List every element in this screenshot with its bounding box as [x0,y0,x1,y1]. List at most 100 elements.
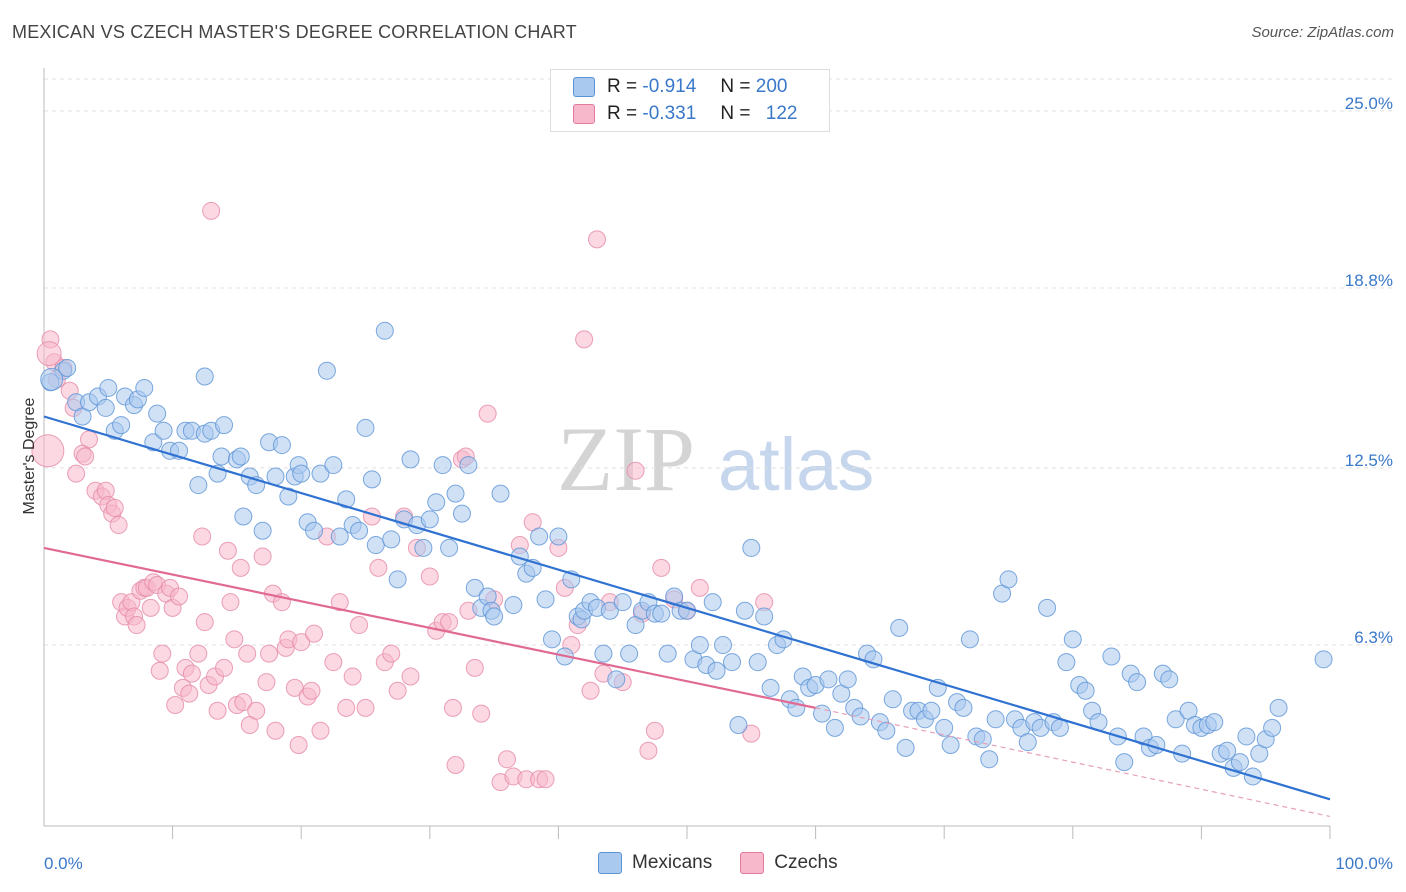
czech-point [289,736,308,755]
legend-row-mexicans: R = -0.914 N = 200 [573,75,787,99]
czech-point [208,701,227,720]
mexican-point [362,470,381,489]
watermark: ZIP atlas [557,408,874,510]
mexican-point [375,321,394,340]
mexican-point [941,736,960,755]
mexican-point [452,504,471,523]
legend-r-value-mexicans: -0.914 [642,76,697,97]
mexican-point [1205,713,1224,732]
bottom-legend-label-czechs: Czechs [774,852,838,873]
czech-point [388,681,407,700]
czech-point [180,684,199,703]
mexican-point [935,718,954,737]
czech-point [153,644,172,663]
mexican-point [215,416,234,435]
watermark-atlas: atlas [718,423,874,506]
legend-n-value-czechs: 122 [765,103,798,124]
czech-point [257,673,276,692]
czech-point [150,661,169,680]
mexican-point [1166,710,1185,729]
mexican-point [1076,681,1095,700]
czech-point [234,693,253,712]
mexican-point [1237,727,1256,746]
mexican-point [607,670,626,689]
legend: R = -0.914 N = 200 R = -0.331 N = 122 [550,69,830,132]
mexican-point [1018,733,1037,752]
legend-row-czechs: R = -0.331 N = 122 [573,102,797,126]
mexican-point [714,636,733,655]
mexican-point [999,570,1018,589]
mexican-point [485,607,504,626]
y-tick-label: 25.0% [1345,94,1393,113]
mexican-point [356,418,375,437]
x-tick-label: 100.0% [1335,854,1393,873]
bottom-legend-label-mexicans: Mexicans [632,852,713,873]
mexican-point [530,527,549,546]
czech-point [166,696,185,715]
mexican-point [1115,753,1134,772]
bottom-legend-swatch-mexicans [598,852,622,874]
mexican-point [973,730,992,749]
mexican-point [148,404,167,423]
bottom-legend-mexicans: Mexicans [598,852,712,874]
mexican-point [748,653,767,672]
czech-point [253,547,272,566]
czech-point [337,698,356,717]
czech-point [472,704,491,723]
czech-point [36,341,62,367]
czech-point [478,404,497,423]
czech-point [218,541,237,560]
mexican-point [536,590,555,609]
czech-point [182,664,201,683]
czech-trend-extension [815,707,1331,818]
y-axis-label: Master's Degree [21,397,38,514]
mexican-point [311,464,330,483]
mexican-point [851,707,870,726]
czech-point [105,498,124,517]
mexican-point [600,601,619,620]
mexican-point [195,367,214,386]
czech-point [238,644,257,663]
legend-n-value-mexicans: 200 [755,76,788,97]
mexican-point [986,710,1005,729]
mexican-point [723,653,742,672]
czech-point [446,756,465,775]
mexican-point [144,433,163,452]
czech-point [127,616,146,635]
mexican-point [154,421,173,440]
mexican-point [980,750,999,769]
mexican-point [707,661,726,680]
czech-point [292,633,311,652]
bottom-legend-czechs: Czechs [740,852,838,874]
tick-labels: 6.3% 12.5% 18.8% 25.0% 0.0% 100.0% [44,94,1393,873]
czech-point [742,724,761,743]
mexican-point [1263,718,1282,737]
mexican-point [266,467,285,486]
mexican-point [253,521,272,540]
mexican-point [99,378,118,397]
czech-point [587,230,606,249]
czech-point [189,644,208,663]
mexican-point [1050,718,1069,737]
legend-r-value-czechs: -0.331 [642,103,697,124]
czech-point [652,558,671,577]
mexican-point [613,593,632,612]
mexican-point [1038,598,1057,617]
mexican-point [620,644,639,663]
mexican-point [1128,673,1147,692]
mexican-point [1063,630,1082,649]
czech-point [302,681,321,700]
mexican-point [337,490,356,509]
mexican-point [272,436,291,455]
czech-point [260,644,279,663]
mexican-point [330,527,349,546]
mexican-point [819,670,838,689]
mexican-point [703,593,722,612]
mexican-point [305,521,324,540]
czech-trend-line [43,546,816,709]
czech-point [311,721,330,740]
bottom-legend-swatch-czechs [740,852,765,874]
mexican-point [292,464,311,483]
mexican-point [135,378,154,397]
